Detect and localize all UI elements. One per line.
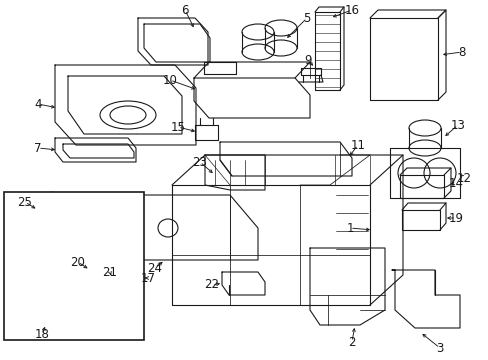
Text: 10: 10 [162,73,177,86]
Text: 25: 25 [18,195,32,208]
Text: 22: 22 [204,279,219,292]
Text: 19: 19 [447,212,463,225]
FancyBboxPatch shape [4,192,143,340]
Text: 1: 1 [346,221,353,234]
Text: 18: 18 [35,328,49,342]
Text: 9: 9 [304,54,311,67]
Text: 11: 11 [350,139,365,152]
Text: 5: 5 [303,12,310,24]
Text: 6: 6 [181,4,188,17]
Text: 20: 20 [70,256,85,269]
Text: 12: 12 [456,171,470,185]
Text: 21: 21 [102,266,117,279]
Text: 3: 3 [435,342,443,355]
Text: 17: 17 [140,271,155,284]
Text: 2: 2 [347,336,355,348]
Text: 7: 7 [34,141,41,154]
Text: 8: 8 [457,45,465,59]
Text: 14: 14 [447,176,463,189]
Text: 13: 13 [449,118,465,131]
Text: 24: 24 [147,261,162,275]
Text: 4: 4 [34,98,41,111]
Text: 16: 16 [344,4,359,17]
Text: 15: 15 [170,121,185,134]
Text: 23: 23 [192,156,207,168]
